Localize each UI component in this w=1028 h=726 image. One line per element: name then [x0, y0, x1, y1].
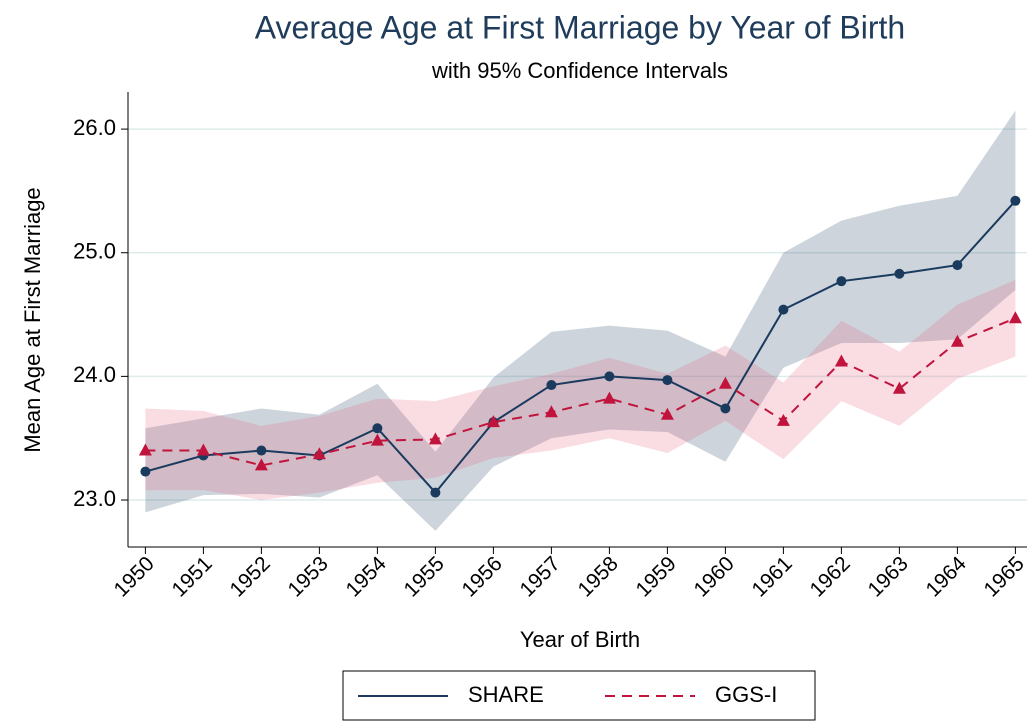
x-tick-label: 1965: [980, 552, 1028, 601]
marker: [834, 354, 848, 367]
y-tick-label: 26.0: [73, 115, 116, 140]
x-tick-label: 1955: [400, 552, 449, 601]
marker: [662, 375, 673, 386]
marker: [718, 376, 732, 389]
marker: [894, 268, 905, 279]
x-tick-label: 1961: [748, 552, 797, 601]
marker: [372, 423, 383, 434]
x-tick-label: 1956: [458, 552, 507, 601]
marker: [370, 433, 384, 446]
x-tick-label: 1962: [806, 552, 855, 601]
y-tick-label: 24.0: [73, 362, 116, 387]
marker: [950, 334, 964, 347]
legend-label: SHARE: [468, 682, 544, 707]
y-tick-label: 25.0: [73, 239, 116, 264]
marker: [140, 466, 151, 477]
legend-label: GGS-I: [715, 682, 777, 707]
marker: [138, 443, 152, 456]
y-axis-label: Mean Age at First Marriage: [20, 187, 45, 452]
marker: [1008, 311, 1022, 324]
marker: [196, 443, 210, 456]
x-tick-label: 1957: [516, 552, 565, 601]
x-tick-label: 1960: [690, 552, 739, 601]
marker: [256, 445, 267, 456]
marker: [312, 447, 326, 460]
marker: [428, 432, 442, 445]
marker: [778, 304, 789, 315]
x-tick-label: 1951: [168, 552, 217, 601]
marker: [544, 405, 558, 418]
marker: [952, 260, 963, 271]
chart-subtitle: with 95% Confidence Intervals: [431, 58, 728, 83]
x-tick-label: 1958: [574, 552, 623, 601]
series-line: [145, 200, 1017, 495]
ci-band: [145, 110, 1016, 531]
marker: [1010, 195, 1021, 206]
y-tick-label: 23.0: [73, 486, 116, 511]
x-tick-label: 1963: [864, 552, 913, 601]
x-tick-label: 1953: [284, 552, 333, 601]
series-line: [145, 317, 1016, 467]
marker: [776, 413, 790, 426]
x-tick-label: 1950: [110, 552, 159, 601]
x-tick-label: 1954: [342, 552, 392, 602]
marker: [836, 276, 847, 287]
marker: [486, 415, 500, 428]
chart-title: Average Age at First Marriage by Year of…: [255, 9, 905, 45]
marker: [892, 381, 906, 394]
marker: [254, 458, 268, 471]
marker: [430, 487, 441, 498]
x-tick-label: 1952: [226, 552, 275, 601]
marker: [660, 407, 674, 420]
x-tick-label: 1959: [632, 552, 681, 601]
marker: [602, 391, 616, 404]
x-tick-label: 1964: [922, 552, 972, 602]
marker: [604, 371, 615, 382]
marker: [720, 403, 731, 414]
marker: [546, 380, 557, 391]
x-axis-label: Year of Birth: [520, 627, 640, 652]
